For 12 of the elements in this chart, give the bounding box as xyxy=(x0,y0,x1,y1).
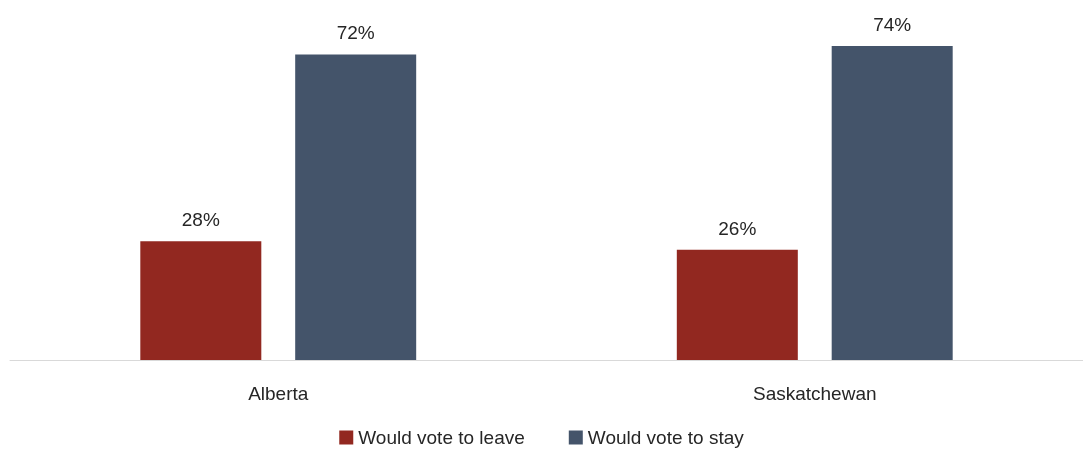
legend-label: Would vote to stay xyxy=(587,427,745,448)
data-label: 74% xyxy=(873,14,912,35)
data-label: 72% xyxy=(336,22,375,44)
x-tick-label: Alberta xyxy=(248,383,309,404)
legend-label: Would vote to leave xyxy=(358,427,525,448)
bar xyxy=(831,46,953,360)
x-tick-label: Saskatchewan xyxy=(752,383,877,404)
data-label: 28% xyxy=(181,209,220,231)
bar xyxy=(140,241,262,360)
data-label: 26% xyxy=(718,217,757,239)
bar xyxy=(676,249,798,360)
bar xyxy=(295,54,417,360)
